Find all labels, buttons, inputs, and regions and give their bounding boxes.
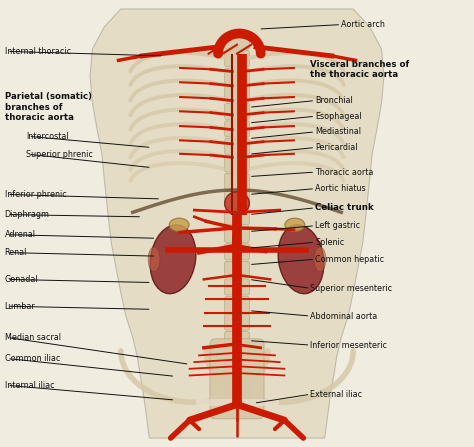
Text: Mediastinal: Mediastinal bbox=[315, 127, 361, 136]
Text: Abdominal aorta: Abdominal aorta bbox=[310, 312, 378, 320]
FancyBboxPatch shape bbox=[225, 384, 249, 401]
Text: Bronchial: Bronchial bbox=[315, 96, 353, 105]
Text: Internal iliac: Internal iliac bbox=[5, 381, 55, 390]
FancyBboxPatch shape bbox=[225, 279, 249, 295]
Text: Inferior phrenic: Inferior phrenic bbox=[5, 190, 66, 199]
Text: Diaphragm: Diaphragm bbox=[5, 210, 50, 219]
Text: Intercostal: Intercostal bbox=[26, 132, 69, 141]
Text: Adrenal: Adrenal bbox=[5, 230, 36, 239]
FancyBboxPatch shape bbox=[225, 156, 249, 172]
Text: External iliac: External iliac bbox=[310, 390, 363, 399]
FancyBboxPatch shape bbox=[225, 244, 249, 260]
Text: Lumbar: Lumbar bbox=[5, 302, 36, 311]
FancyBboxPatch shape bbox=[225, 296, 249, 312]
FancyBboxPatch shape bbox=[225, 332, 249, 348]
Text: Gonadal: Gonadal bbox=[5, 275, 38, 284]
Text: Superior phrenic: Superior phrenic bbox=[26, 150, 93, 159]
Text: Common iliac: Common iliac bbox=[5, 354, 60, 363]
Ellipse shape bbox=[150, 225, 196, 294]
Text: Superior mesenteric: Superior mesenteric bbox=[310, 284, 392, 293]
Polygon shape bbox=[90, 9, 384, 438]
Text: Renal: Renal bbox=[5, 248, 27, 257]
Text: Celiac trunk: Celiac trunk bbox=[315, 203, 374, 212]
FancyBboxPatch shape bbox=[225, 226, 249, 242]
FancyBboxPatch shape bbox=[225, 68, 249, 84]
Text: Left gastric: Left gastric bbox=[315, 221, 360, 230]
Ellipse shape bbox=[169, 218, 189, 232]
Text: Visceral branches of
the thoracic aorta: Visceral branches of the thoracic aorta bbox=[310, 59, 410, 79]
FancyBboxPatch shape bbox=[225, 121, 249, 137]
Ellipse shape bbox=[314, 247, 326, 272]
FancyBboxPatch shape bbox=[225, 367, 249, 383]
Text: Aortic arch: Aortic arch bbox=[341, 20, 385, 29]
FancyBboxPatch shape bbox=[225, 314, 249, 330]
Text: Pericardial: Pericardial bbox=[315, 143, 358, 152]
Ellipse shape bbox=[148, 247, 160, 272]
FancyBboxPatch shape bbox=[225, 51, 249, 67]
Text: Thoracic aorta: Thoracic aorta bbox=[315, 168, 374, 177]
Circle shape bbox=[225, 192, 249, 215]
Text: Splenic: Splenic bbox=[315, 238, 345, 247]
FancyBboxPatch shape bbox=[225, 191, 249, 207]
Ellipse shape bbox=[278, 225, 324, 294]
Text: Median sacral: Median sacral bbox=[5, 333, 61, 342]
FancyBboxPatch shape bbox=[225, 86, 249, 102]
Text: Esophageal: Esophageal bbox=[315, 112, 362, 121]
FancyBboxPatch shape bbox=[225, 209, 249, 225]
FancyBboxPatch shape bbox=[225, 261, 249, 278]
FancyBboxPatch shape bbox=[225, 173, 249, 190]
FancyBboxPatch shape bbox=[225, 33, 249, 49]
FancyBboxPatch shape bbox=[210, 339, 264, 419]
FancyBboxPatch shape bbox=[225, 402, 249, 418]
FancyBboxPatch shape bbox=[225, 103, 249, 119]
Ellipse shape bbox=[285, 218, 305, 232]
FancyBboxPatch shape bbox=[225, 349, 249, 365]
Text: Aortic hiatus: Aortic hiatus bbox=[315, 184, 366, 193]
Text: Parietal (somatic)
branches of
thoracic aorta: Parietal (somatic) branches of thoracic … bbox=[5, 93, 92, 122]
Text: Inferior mesenteric: Inferior mesenteric bbox=[310, 341, 387, 350]
Text: Common hepatic: Common hepatic bbox=[315, 255, 384, 264]
Text: Internal thoracic: Internal thoracic bbox=[5, 47, 71, 56]
FancyBboxPatch shape bbox=[225, 139, 249, 155]
